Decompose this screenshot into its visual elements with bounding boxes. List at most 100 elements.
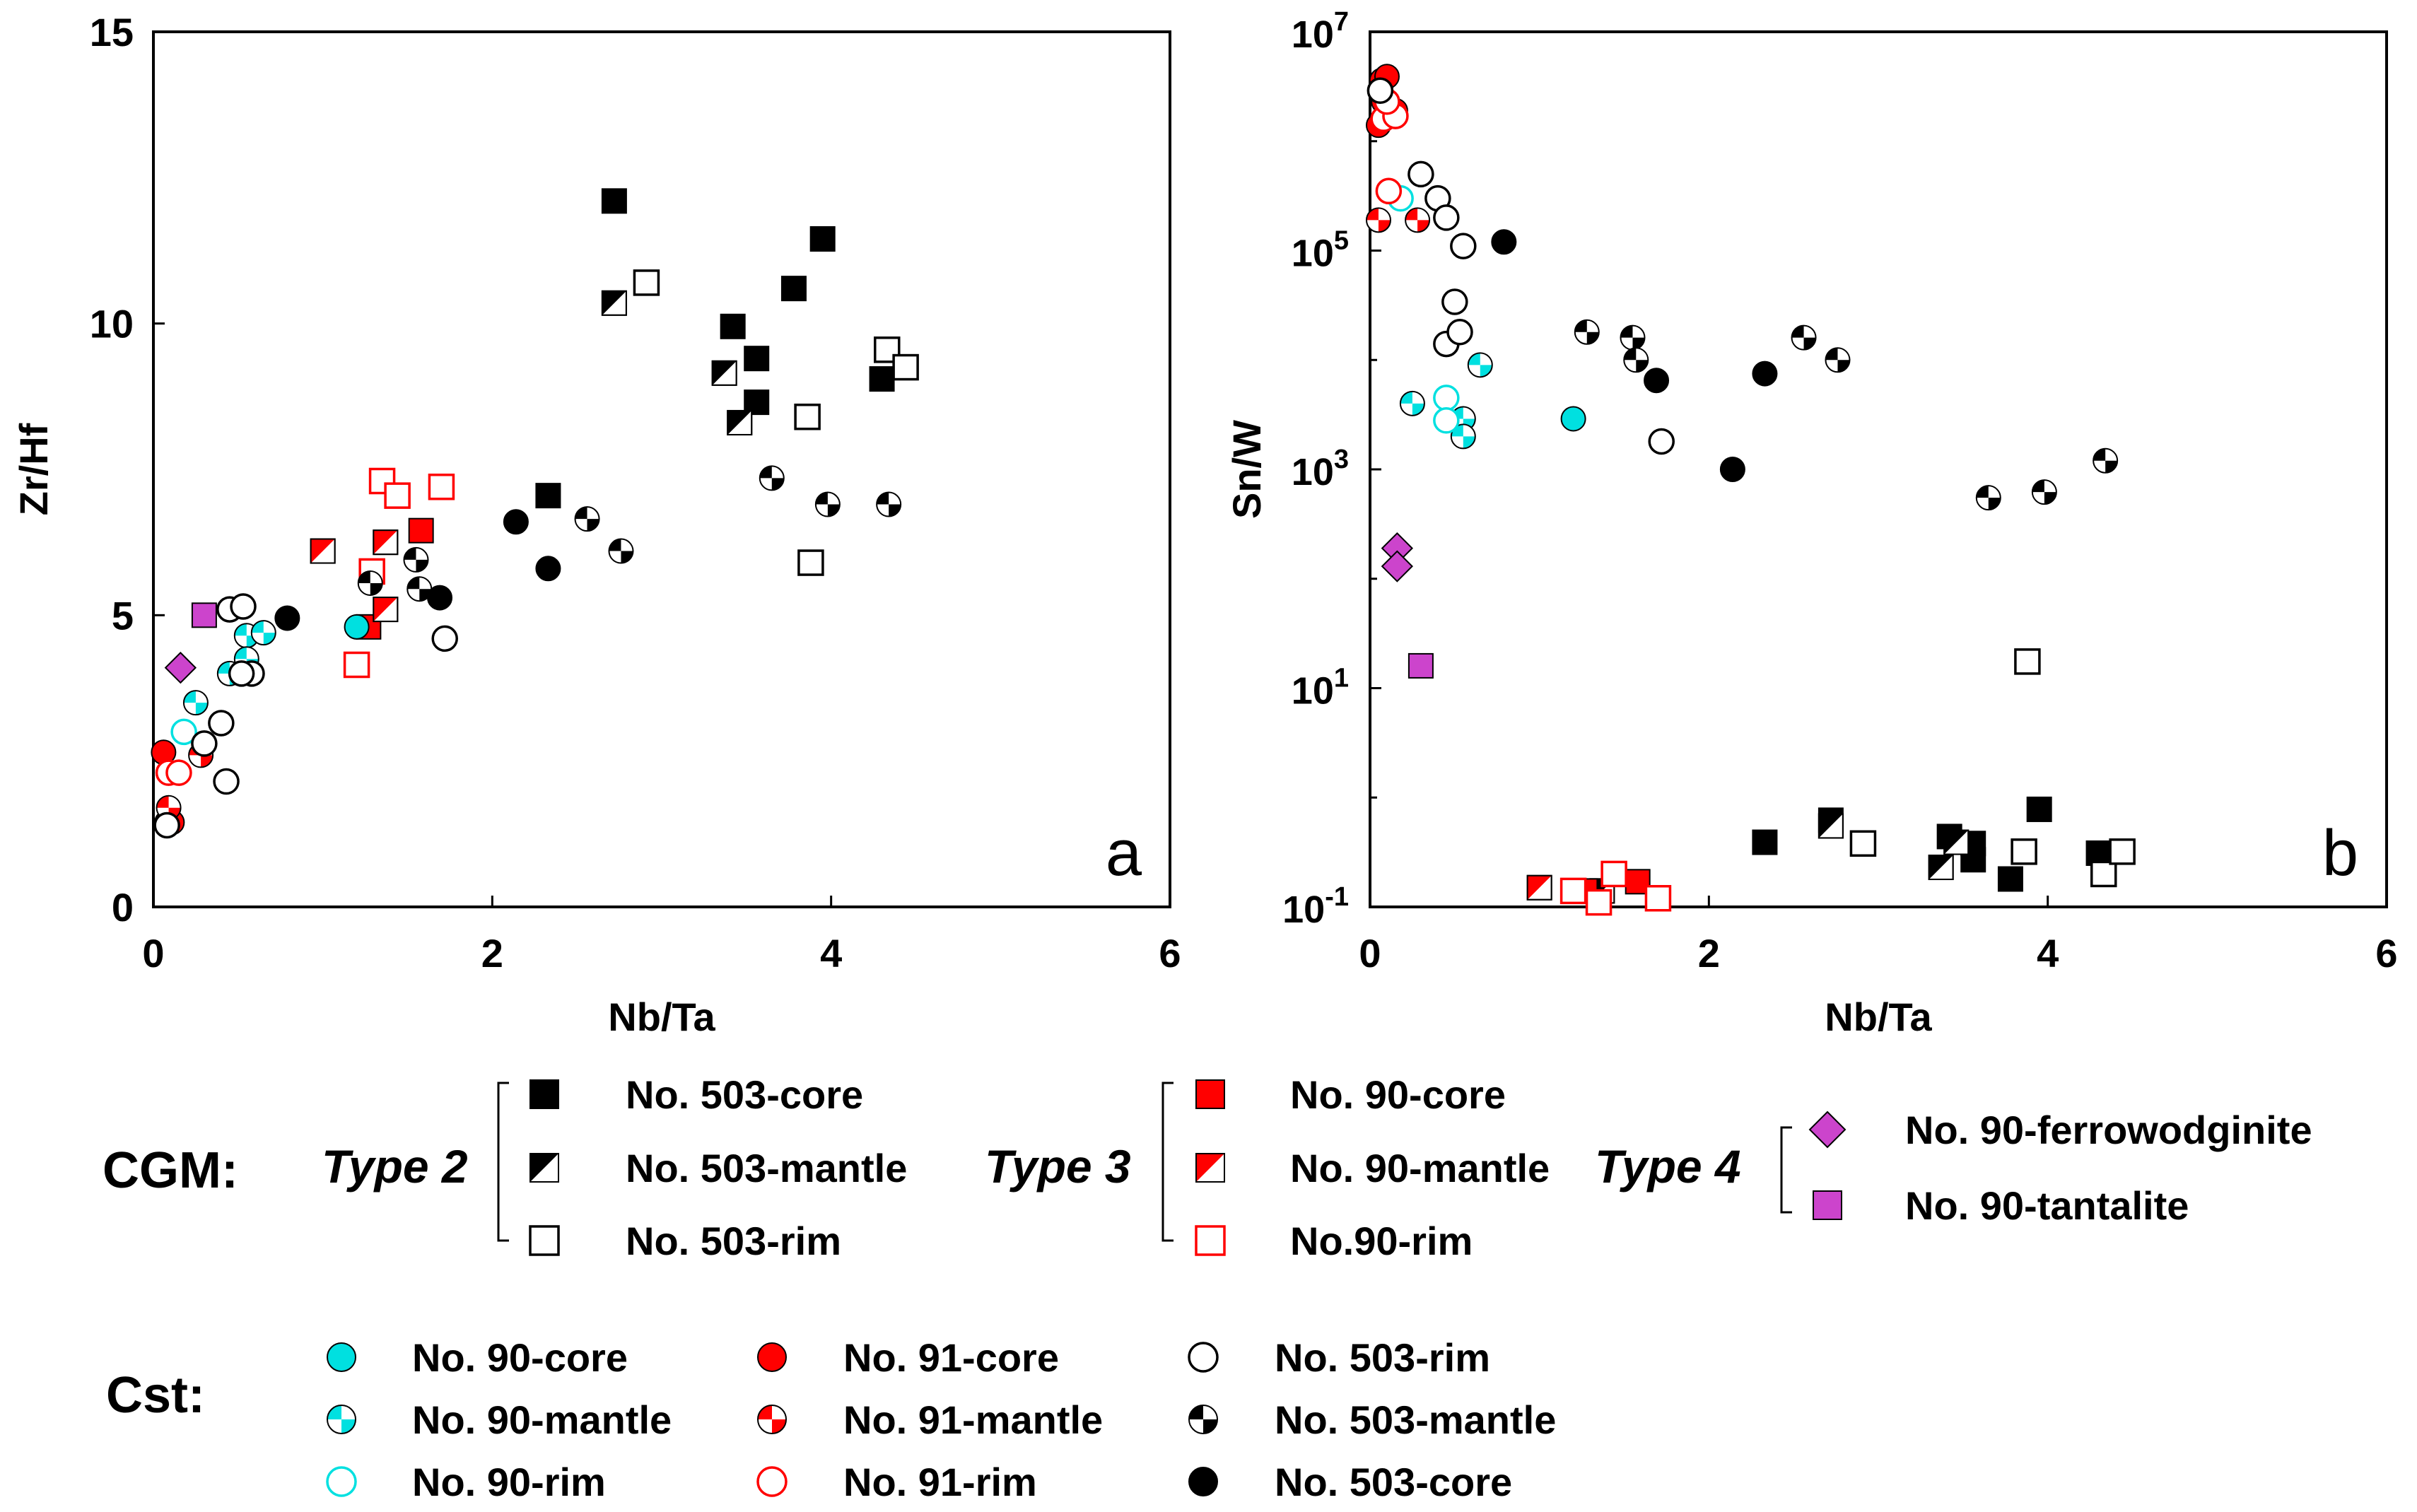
data-point [1408, 160, 1434, 188]
data-point [170, 718, 197, 746]
legend-item-cst90rim: No. 90-rim [326, 1460, 606, 1504]
data-point [1450, 423, 1476, 450]
data-point [1644, 884, 1672, 912]
data-point [1450, 406, 1476, 432]
x-tick-label: 4 [2037, 931, 2059, 975]
legend-marker [1813, 1190, 1842, 1220]
data-point [1408, 652, 1434, 679]
data-point [1446, 318, 1473, 346]
data-point [711, 360, 737, 386]
legend-type4-bracket [1780, 1126, 1792, 1214]
data-point [1752, 361, 1778, 387]
data-point [601, 188, 627, 214]
series-cst90rim [1387, 184, 1460, 434]
data-point [601, 290, 627, 316]
data-point [1560, 406, 1586, 432]
data-point [373, 529, 399, 556]
plot-frame [1369, 30, 2388, 908]
series-cgm503rim [1849, 648, 2136, 888]
legend-item-cst503core: No. 503-core [1188, 1460, 1512, 1504]
legend-item-ferrowodginite: No. 90-ferrowodginite [1808, 1108, 2312, 1152]
series-cgm90rim [343, 467, 455, 679]
legend-marker [1195, 1225, 1226, 1256]
data-point [1825, 347, 1851, 373]
data-point [165, 759, 192, 786]
legend-cst-label: Cst: [106, 1367, 205, 1424]
data-point [797, 549, 824, 576]
legend-item-cst91mantle: No. 91-mantle [757, 1397, 1103, 1442]
series-cst90core [344, 614, 370, 640]
legend-type2-label: Type 2 [322, 1140, 468, 1192]
series-ferrowodginite [164, 651, 197, 684]
data-point [1381, 550, 1414, 582]
series-cst503rim [1366, 77, 1675, 455]
data-point [535, 483, 561, 509]
legend-type3-label: Type 3 [985, 1140, 1131, 1192]
series-cst90mantle [1399, 352, 1493, 450]
series-cst503mantle [1574, 319, 2119, 511]
legend-item-cgm503rim: No. 503-rim [529, 1219, 841, 1263]
legend: CGM: Cst: Type 2 Type 3 Type 4 No. 503-c… [103, 1072, 2312, 1504]
data-point [608, 538, 634, 564]
legend-marker [1808, 1110, 1847, 1149]
x-tick-label: 2 [1698, 931, 1720, 975]
data-point [191, 602, 217, 628]
data-point [1644, 368, 1670, 394]
y-tick-label: 101 [1292, 664, 1349, 713]
data-point [503, 509, 529, 535]
panel-letter: a [1106, 817, 1142, 889]
legend-label: No. 90-core [1290, 1072, 1506, 1117]
data-point [1375, 177, 1403, 205]
plot-frame [152, 30, 1171, 908]
x-tick-label: 6 [1159, 931, 1181, 975]
legend-marker [529, 1079, 559, 1109]
legend-item-cgm90mantle: No. 90-mantle [1195, 1146, 1550, 1190]
y-axis-label: Zr/Hf [11, 423, 56, 515]
legend-marker [326, 1466, 357, 1497]
y-tick-label: 0 [112, 885, 134, 930]
series-cgm503rim [633, 269, 919, 576]
data-point [408, 517, 434, 544]
data-point [1433, 385, 1460, 411]
data-point [164, 651, 197, 684]
data-point [1943, 829, 1970, 855]
data-point [343, 651, 370, 679]
data-point [2026, 796, 2052, 822]
data-point [191, 730, 218, 757]
legend-label: No. 91-mantle [843, 1397, 1103, 1442]
legend-marker [1188, 1342, 1219, 1373]
data-point [357, 570, 383, 596]
data-point [780, 276, 807, 302]
y-tick-label: 107 [1292, 7, 1349, 56]
data-point [228, 660, 255, 687]
data-point [1433, 407, 1460, 434]
data-point [403, 546, 429, 573]
series-cgm503mantle [601, 290, 753, 435]
legend-marker [327, 1342, 356, 1372]
series-cst91rim [155, 759, 192, 786]
y-tick-label: 10-1 [1282, 882, 1349, 931]
legend-label: No. 91-rim [843, 1460, 1037, 1504]
data-point [1574, 319, 1600, 345]
data-point [1441, 288, 1468, 315]
legend-item-tantalite: No. 90-tantalite [1813, 1183, 2189, 1228]
series-tantalite [1408, 652, 1434, 679]
data-point [1559, 877, 1587, 905]
data-point [892, 353, 919, 381]
data-point [2014, 648, 2041, 675]
y-tick-label: 105 [1292, 226, 1349, 275]
legend-label: No. 503-mantle [1275, 1397, 1556, 1442]
series-cst91mantle [1365, 207, 1431, 233]
data-point [153, 811, 180, 839]
panel-letter: b [2322, 817, 2358, 889]
panel-a-plot: 0 2 4 6 0 5 10 15 Nb/Ta Zr/Hf a [11, 10, 1181, 1039]
x-axis-label: Nb/Ta [608, 995, 715, 1039]
data-point [428, 474, 455, 500]
legend-item-cst90mantle: No. 90-mantle [327, 1397, 672, 1442]
data-point [1585, 889, 1613, 916]
data-point [1818, 813, 1844, 839]
data-point [1719, 457, 1745, 482]
data-point [1399, 390, 1425, 416]
legend-cgm-label: CGM: [103, 1142, 238, 1199]
